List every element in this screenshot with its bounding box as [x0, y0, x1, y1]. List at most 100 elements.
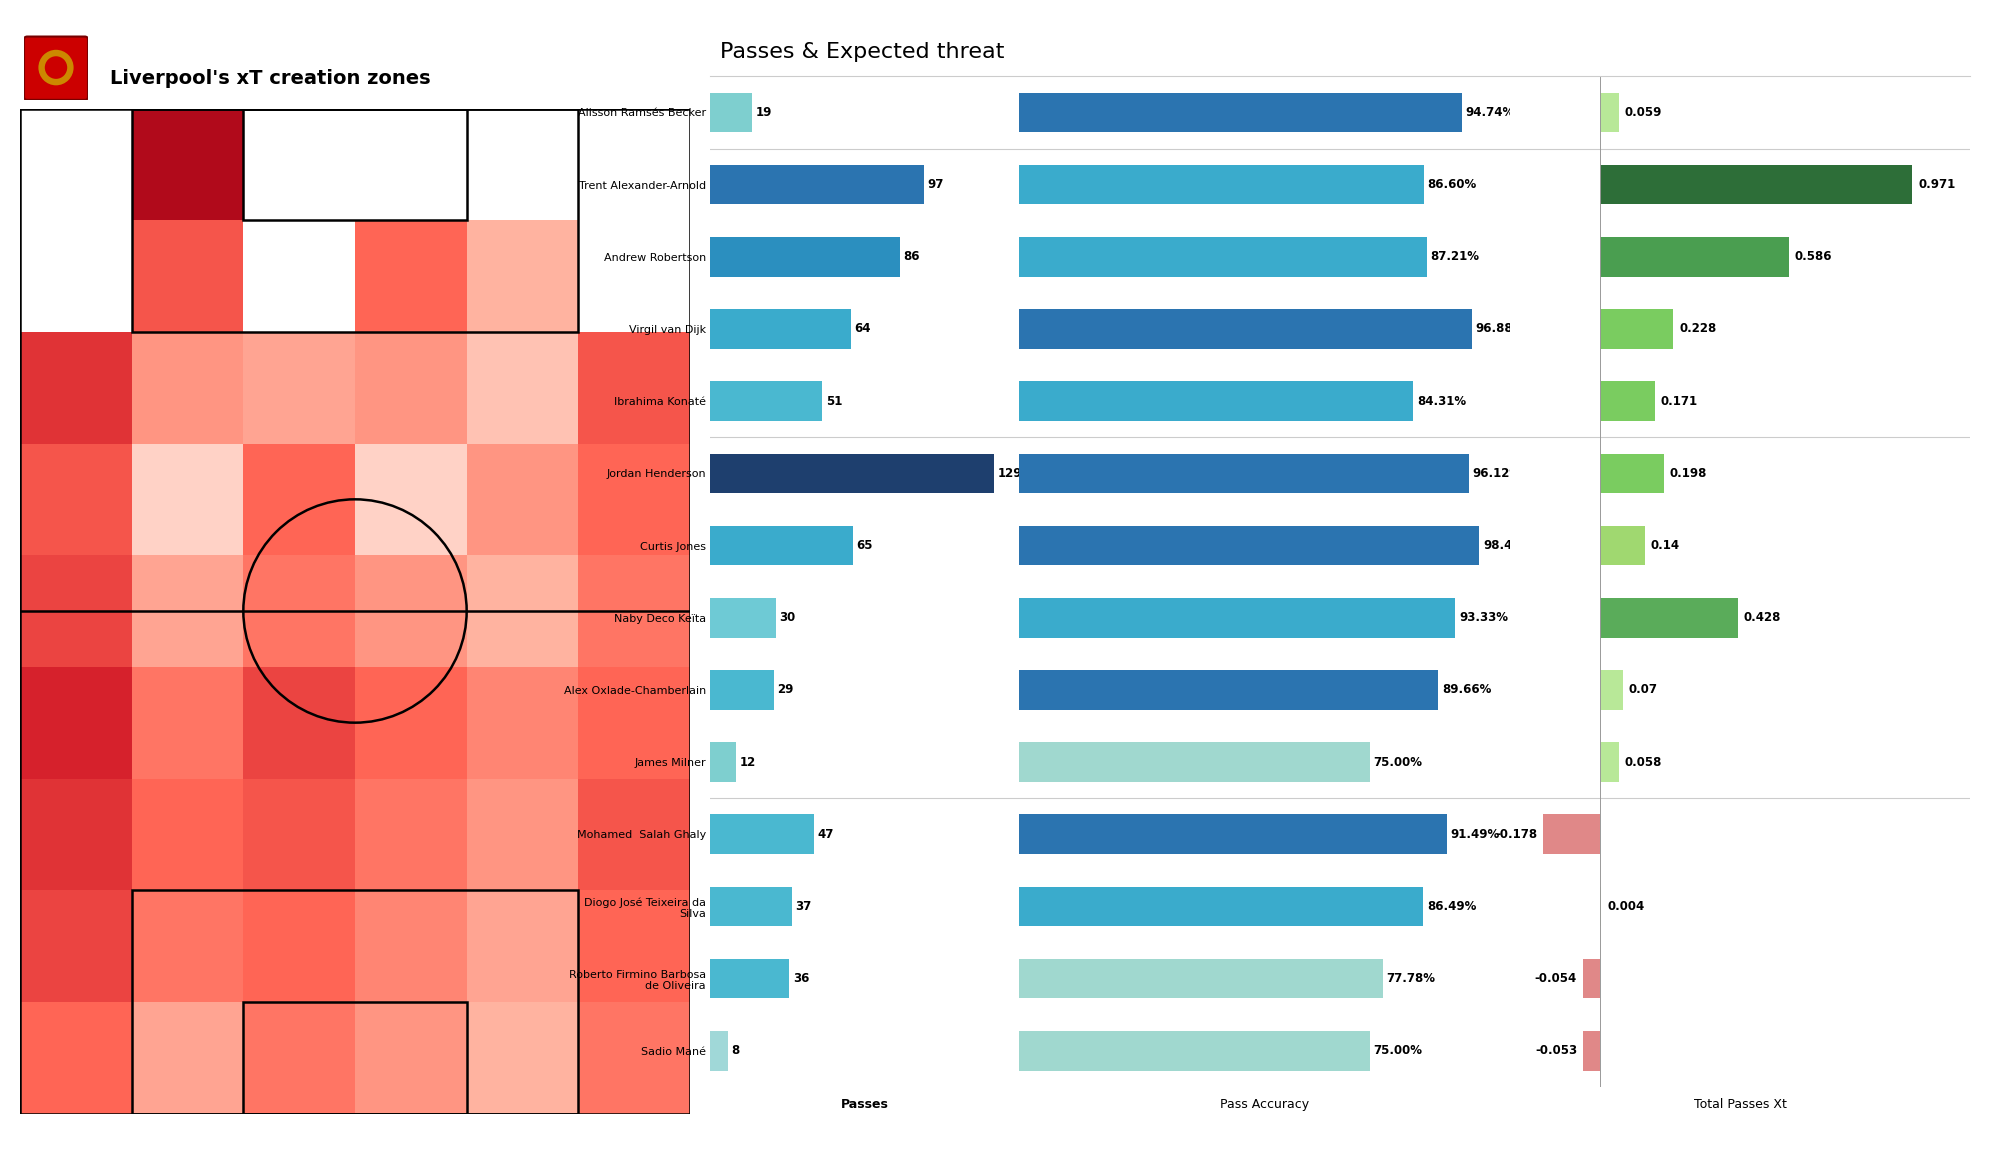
Bar [1018, 670, 1438, 710]
Bar [1600, 309, 1674, 349]
Text: 12: 12 [740, 756, 756, 768]
Bar [356, 108, 466, 220]
Bar [244, 108, 466, 220]
Bar [710, 309, 852, 349]
X-axis label: Total Passes Xt: Total Passes Xt [1694, 1097, 1786, 1112]
Bar [710, 887, 792, 926]
Text: Liverpool's xT creation zones: Liverpool's xT creation zones [110, 69, 430, 88]
FancyBboxPatch shape [24, 36, 88, 100]
Bar [578, 667, 690, 779]
Bar [578, 1002, 690, 1114]
Text: 47: 47 [816, 827, 834, 841]
Text: 30: 30 [780, 611, 796, 624]
Bar [20, 331, 132, 443]
Bar [356, 331, 466, 443]
Text: 94.74%: 94.74% [1466, 106, 1516, 119]
Bar [1018, 93, 1462, 133]
Text: 77.78%: 77.78% [1386, 972, 1436, 985]
Text: 65: 65 [856, 539, 874, 552]
Text: 91.49%: 91.49% [1450, 827, 1500, 841]
Text: 86.49%: 86.49% [1428, 900, 1476, 913]
Bar [1018, 743, 1370, 781]
Bar [1600, 454, 1664, 494]
Text: 0.971: 0.971 [1918, 179, 1956, 192]
Text: 97: 97 [928, 179, 944, 192]
Text: 29: 29 [778, 684, 794, 697]
Text: 0.004: 0.004 [1608, 900, 1644, 913]
Bar [356, 443, 466, 555]
Bar [356, 891, 466, 1002]
Text: 19: 19 [756, 106, 772, 119]
Bar [710, 1030, 728, 1070]
Bar [1018, 598, 1456, 638]
Bar [1018, 525, 1480, 565]
Bar [1584, 1030, 1600, 1070]
Bar [466, 555, 578, 667]
Text: 64: 64 [854, 322, 870, 336]
Bar [578, 779, 690, 891]
X-axis label: Pass Accuracy: Pass Accuracy [1220, 1097, 1308, 1112]
Bar [132, 555, 244, 667]
Bar [20, 667, 132, 779]
Bar [20, 779, 132, 891]
Bar [710, 670, 774, 710]
Bar [710, 525, 854, 565]
Text: 0.14: 0.14 [1650, 539, 1680, 552]
Text: 51: 51 [826, 395, 842, 408]
Text: 0.428: 0.428 [1744, 611, 1780, 624]
Text: 75.00%: 75.00% [1374, 756, 1422, 768]
Bar [466, 443, 578, 555]
Bar [1600, 382, 1656, 421]
Bar [1018, 237, 1426, 276]
Text: 8: 8 [730, 1045, 740, 1058]
Bar [1600, 670, 1622, 710]
Bar [710, 454, 994, 494]
Bar [1018, 454, 1468, 494]
Bar [710, 814, 814, 854]
Ellipse shape [38, 49, 74, 86]
Bar [20, 555, 132, 667]
Bar [1582, 959, 1600, 999]
Text: 89.66%: 89.66% [1442, 684, 1492, 697]
Bar [356, 667, 466, 779]
Text: -0.054: -0.054 [1534, 972, 1576, 985]
Bar [1018, 1030, 1370, 1070]
Text: 0.171: 0.171 [1660, 395, 1698, 408]
Text: 36: 36 [792, 972, 810, 985]
Bar [1600, 237, 1788, 276]
Bar [578, 555, 690, 667]
Text: -0.178: -0.178 [1494, 827, 1538, 841]
Bar [1018, 382, 1414, 421]
Text: 0.586: 0.586 [1794, 250, 1832, 263]
Text: 0.07: 0.07 [1628, 684, 1658, 697]
Bar [244, 779, 356, 891]
Text: 96.88%: 96.88% [1476, 322, 1526, 336]
Bar [356, 220, 466, 331]
Text: 86.60%: 86.60% [1428, 179, 1476, 192]
Bar [578, 443, 690, 555]
Bar [244, 331, 356, 443]
Bar [356, 1002, 466, 1114]
Bar [710, 165, 924, 204]
Bar [578, 331, 690, 443]
Bar [1018, 959, 1382, 999]
Text: 75.00%: 75.00% [1374, 1045, 1422, 1058]
Bar [356, 555, 466, 667]
Bar [20, 108, 132, 220]
Text: 96.12%: 96.12% [1472, 466, 1522, 479]
Bar [244, 891, 356, 1002]
Text: Passes & Expected threat: Passes & Expected threat [720, 42, 1004, 62]
Bar [1018, 309, 1472, 349]
Bar [1600, 93, 1620, 133]
Bar [356, 779, 466, 891]
Bar [466, 1002, 578, 1114]
Bar [710, 382, 822, 421]
Text: 84.31%: 84.31% [1418, 395, 1466, 408]
Bar [578, 891, 690, 1002]
Text: 0.228: 0.228 [1680, 322, 1716, 336]
Text: 86: 86 [902, 250, 920, 263]
Text: 37: 37 [794, 900, 812, 913]
Bar [244, 443, 356, 555]
Bar [1600, 525, 1646, 565]
Bar [244, 1002, 466, 1114]
